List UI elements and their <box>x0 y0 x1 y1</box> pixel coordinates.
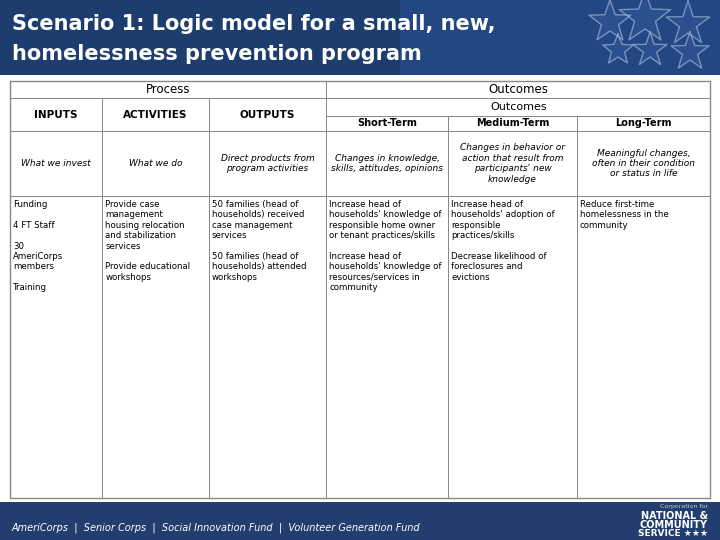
Text: Outcomes: Outcomes <box>488 83 548 96</box>
Bar <box>326 131 448 196</box>
Bar <box>326 116 448 131</box>
Text: Funding

4 FT Staff

30
AmeriCorps
members

Training: Funding 4 FT Staff 30 AmeriCorps members… <box>13 200 63 292</box>
Bar <box>577 116 710 131</box>
Bar <box>0 502 720 540</box>
Bar <box>102 131 209 196</box>
Bar <box>577 196 710 498</box>
Text: Process: Process <box>146 83 191 96</box>
Text: homelessness prevention program: homelessness prevention program <box>12 44 422 64</box>
Bar <box>0 0 720 75</box>
Polygon shape <box>589 0 631 40</box>
Bar <box>10 81 710 498</box>
Text: Meaningful changes,
often in their condition
or status in life: Meaningful changes, often in their condi… <box>592 148 695 178</box>
Text: AmeriCorps  |  Senior Corps  |  Social Innovation Fund  |  Volunteer Generation : AmeriCorps | Senior Corps | Social Innov… <box>12 523 420 533</box>
Text: Changes in knowledge,
skills, attitudes, opinions: Changes in knowledge, skills, attitudes,… <box>331 154 444 173</box>
Bar <box>448 131 577 196</box>
Text: SERVICE ★★★: SERVICE ★★★ <box>638 529 708 538</box>
Bar <box>577 131 710 196</box>
Bar <box>448 196 577 498</box>
Text: Reduce first-time
homelessness in the
community: Reduce first-time homelessness in the co… <box>580 200 669 230</box>
Text: Medium-Term: Medium-Term <box>476 118 549 129</box>
Text: Increase head of
households' knowledge of
responsible home owner
or tenant pract: Increase head of households' knowledge o… <box>329 200 442 292</box>
Bar <box>10 98 102 131</box>
Bar <box>10 196 102 498</box>
Text: Direct products from
program activities: Direct products from program activities <box>221 154 315 173</box>
Text: NATIONAL &: NATIONAL & <box>641 511 708 521</box>
Text: COMMUNITY: COMMUNITY <box>640 520 708 530</box>
Text: Long-Term: Long-Term <box>616 118 672 129</box>
Polygon shape <box>633 32 667 65</box>
Text: Short-Term: Short-Term <box>357 118 417 129</box>
Text: Increase head of
households' adoption of
responsible
practices/skills

Decrease : Increase head of households' adoption of… <box>451 200 555 282</box>
Text: Scenario 1: Logic model for a small, new,: Scenario 1: Logic model for a small, new… <box>12 14 495 34</box>
Polygon shape <box>619 0 670 40</box>
Text: ACTIVITIES: ACTIVITIES <box>123 110 188 119</box>
Polygon shape <box>671 32 709 68</box>
Bar <box>0 75 720 502</box>
Bar <box>209 98 326 131</box>
Text: Outcomes: Outcomes <box>490 102 546 112</box>
Text: What we do: What we do <box>129 159 182 168</box>
Text: What we invest: What we invest <box>22 159 91 168</box>
Bar <box>326 196 448 498</box>
Text: Provide case
management
housing relocation
and stabilization
services

Provide e: Provide case management housing relocati… <box>105 200 191 282</box>
Text: INPUTS: INPUTS <box>35 110 78 119</box>
Bar <box>326 98 710 116</box>
Polygon shape <box>603 34 633 63</box>
Bar <box>10 131 102 196</box>
Text: OUTPUTS: OUTPUTS <box>240 110 295 119</box>
Bar <box>400 0 720 75</box>
Text: 50 families (head of
households) received
case management
services

50 families : 50 families (head of households) receive… <box>212 200 306 282</box>
Bar <box>326 81 710 98</box>
Bar <box>102 98 209 131</box>
Text: Corporation for: Corporation for <box>660 504 708 509</box>
Bar <box>209 131 326 196</box>
Bar <box>10 81 326 98</box>
Bar <box>102 196 209 498</box>
Bar <box>448 116 577 131</box>
Bar <box>0 502 720 540</box>
Text: Changes in behavior or
action that result from
participants' new
knowledge: Changes in behavior or action that resul… <box>460 144 565 184</box>
Polygon shape <box>666 1 710 43</box>
Bar <box>209 196 326 498</box>
